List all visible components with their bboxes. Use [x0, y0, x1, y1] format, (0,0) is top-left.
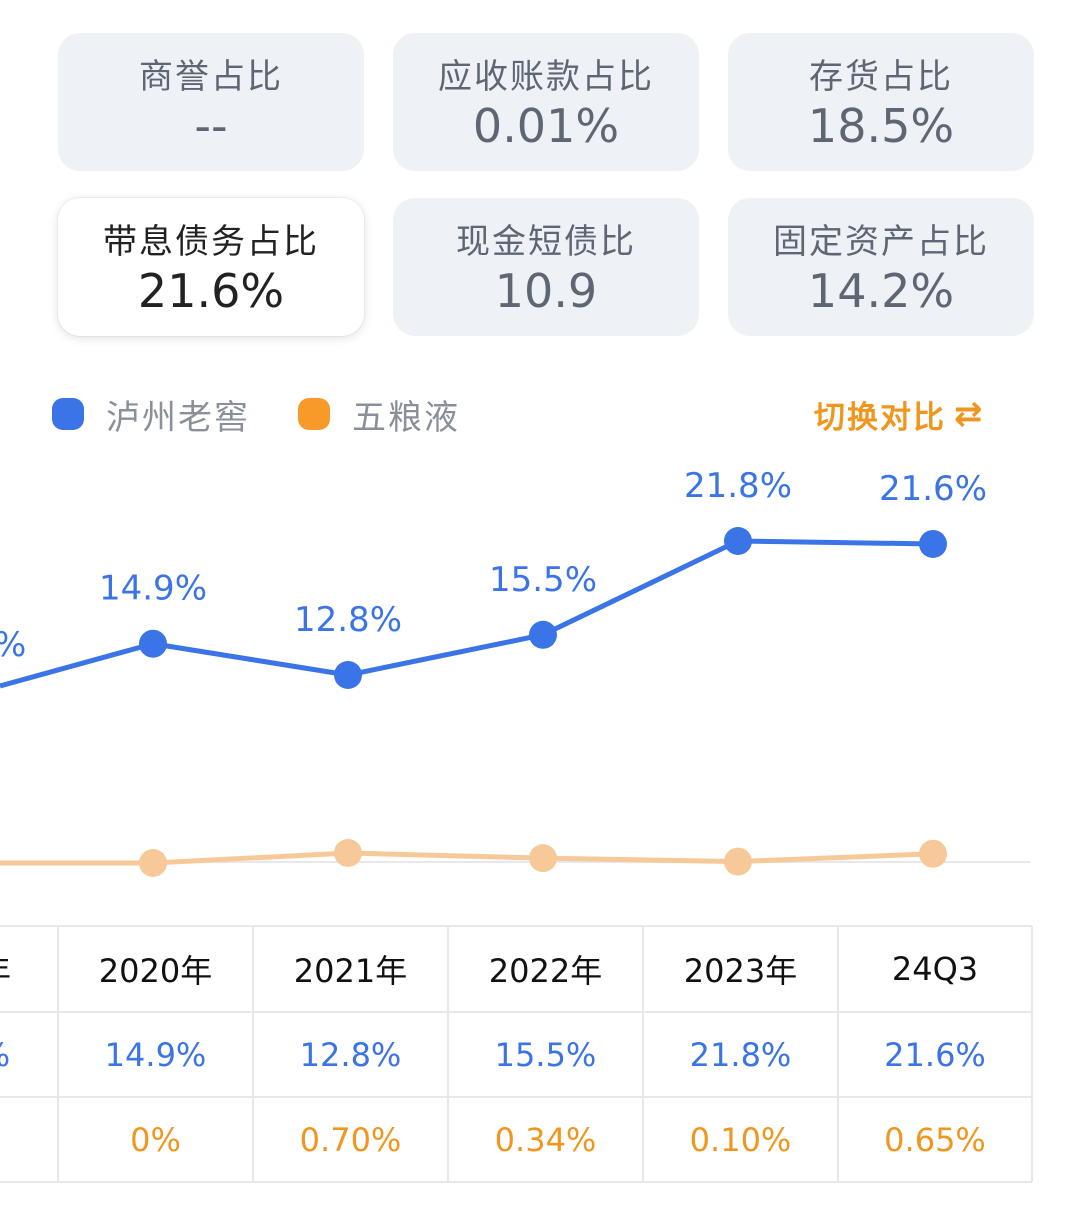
table-header-4: 24Q3	[891, 950, 979, 988]
metric-label: 应收账款占比	[438, 57, 654, 97]
metric-card-goodwill[interactable]: 商誉占比 --	[58, 33, 364, 171]
metric-label: 固定资产占比	[773, 222, 989, 262]
data-point-luzhou-1[interactable]	[334, 661, 362, 689]
legend-item-luzhou[interactable]: 泸州老窖	[52, 392, 250, 438]
table-divider	[0, 1181, 1032, 1183]
table-cell-wuliangye-4: 0.65%	[884, 1120, 986, 1159]
data-point-wuliangye-1[interactable]	[334, 839, 362, 867]
table-divider	[1031, 926, 1033, 1182]
metric-value: 18.5%	[807, 99, 955, 153]
data-point-luzhou-3[interactable]	[724, 527, 752, 555]
table-divider	[0, 1011, 1032, 1013]
table-header-partial: 年	[0, 926, 20, 1012]
metric-label: 商誉占比	[139, 57, 283, 97]
data-label-luzhou-0: 14.9%	[99, 569, 207, 609]
data-label-luzhou-3: 21.8%	[684, 466, 792, 506]
data-point-wuliangye-0[interactable]	[139, 849, 167, 877]
data-label-luzhou-partial: %	[0, 625, 26, 665]
table-cell-wuliangye-2: 0.34%	[494, 1120, 597, 1159]
legend-dot-icon	[298, 398, 330, 430]
data-point-luzhou-2[interactable]	[529, 620, 557, 649]
switch-label: 切换对比	[814, 399, 946, 435]
table-divider	[642, 926, 644, 1182]
table-cell-wuliangye-3: 0.10%	[689, 1120, 792, 1159]
table-divider	[837, 926, 839, 1182]
line-chart: 14.9% 12.8% 15.5% 21.8% 21.6%%	[0, 466, 1030, 877]
metric-label: 现金短债比	[456, 222, 636, 262]
metric-value: 10.9	[494, 264, 598, 318]
data-point-wuliangye-3[interactable]	[724, 847, 752, 876]
metric-card-receivables[interactable]: 应收账款占比 0.01%	[393, 33, 699, 171]
table-cell-luzhou-0: 14.9%	[104, 1035, 207, 1074]
data-point-luzhou-0[interactable]	[139, 629, 167, 658]
metric-card-cash-short-debt[interactable]: 现金短债比 10.9	[393, 198, 699, 336]
legend-label: 泸州老窖	[106, 397, 250, 438]
table-header-1: 2021年	[293, 952, 408, 990]
table-divider	[57, 926, 59, 1182]
table-divider	[252, 926, 254, 1182]
table-cell-wuliangye-0: 0%	[130, 1120, 181, 1159]
legend-item-wuliangye[interactable]: 五粮液	[298, 392, 460, 438]
series-line-wuliangye	[0, 850, 934, 866]
metric-card-fixed-assets[interactable]: 固定资产占比 14.2%	[728, 198, 1034, 336]
table-header-3: 2023年	[683, 952, 798, 990]
metric-card-inventory[interactable]: 存货占比 18.5%	[728, 33, 1034, 171]
data-point-luzhou-4[interactable]	[919, 529, 947, 558]
metric-value: 21.6%	[137, 264, 285, 318]
metric-value: 0.01%	[472, 99, 620, 153]
table-divider	[0, 1096, 1032, 1098]
metric-card-interest-debt[interactable]: 带息债务占比 21.6%	[58, 198, 364, 336]
series-line-luzhou	[0, 538, 934, 689]
table-cell-luzhou-1: 12.8%	[299, 1035, 402, 1074]
table-cell-luzhou-3: 21.8%	[689, 1035, 792, 1074]
switch-compare-button[interactable]: 切换对比 ⇄	[814, 394, 1000, 434]
table-cell-luzhou-2: 15.5%	[494, 1035, 597, 1074]
metric-value: --	[194, 99, 228, 153]
data-label-luzhou-1: 12.8%	[294, 600, 402, 640]
legend-label: 五粮液	[352, 397, 460, 438]
data-label-luzhou-2: 15.5%	[489, 560, 597, 600]
table-cell-wuliangye-1: 0.70%	[299, 1120, 402, 1159]
table-cell-luzhou-partial: %	[0, 1012, 20, 1097]
table-cell-luzhou-4: 21.6%	[884, 1035, 986, 1074]
legend-dot-icon	[52, 398, 84, 430]
table-header-2: 2022年	[488, 952, 603, 990]
metric-label: 存货占比	[809, 57, 953, 97]
data-label-luzhou-4: 21.6%	[879, 469, 987, 509]
table-header-0: 2020年	[98, 952, 213, 990]
table-divider	[0, 925, 1032, 927]
data-point-wuliangye-4[interactable]	[919, 839, 947, 868]
metric-label: 带息债务占比	[103, 222, 319, 262]
table-divider	[447, 926, 449, 1182]
metric-value: 14.2%	[807, 264, 955, 318]
switch-icon: ⇄	[954, 394, 985, 434]
data-point-wuliangye-2[interactable]	[529, 844, 557, 873]
